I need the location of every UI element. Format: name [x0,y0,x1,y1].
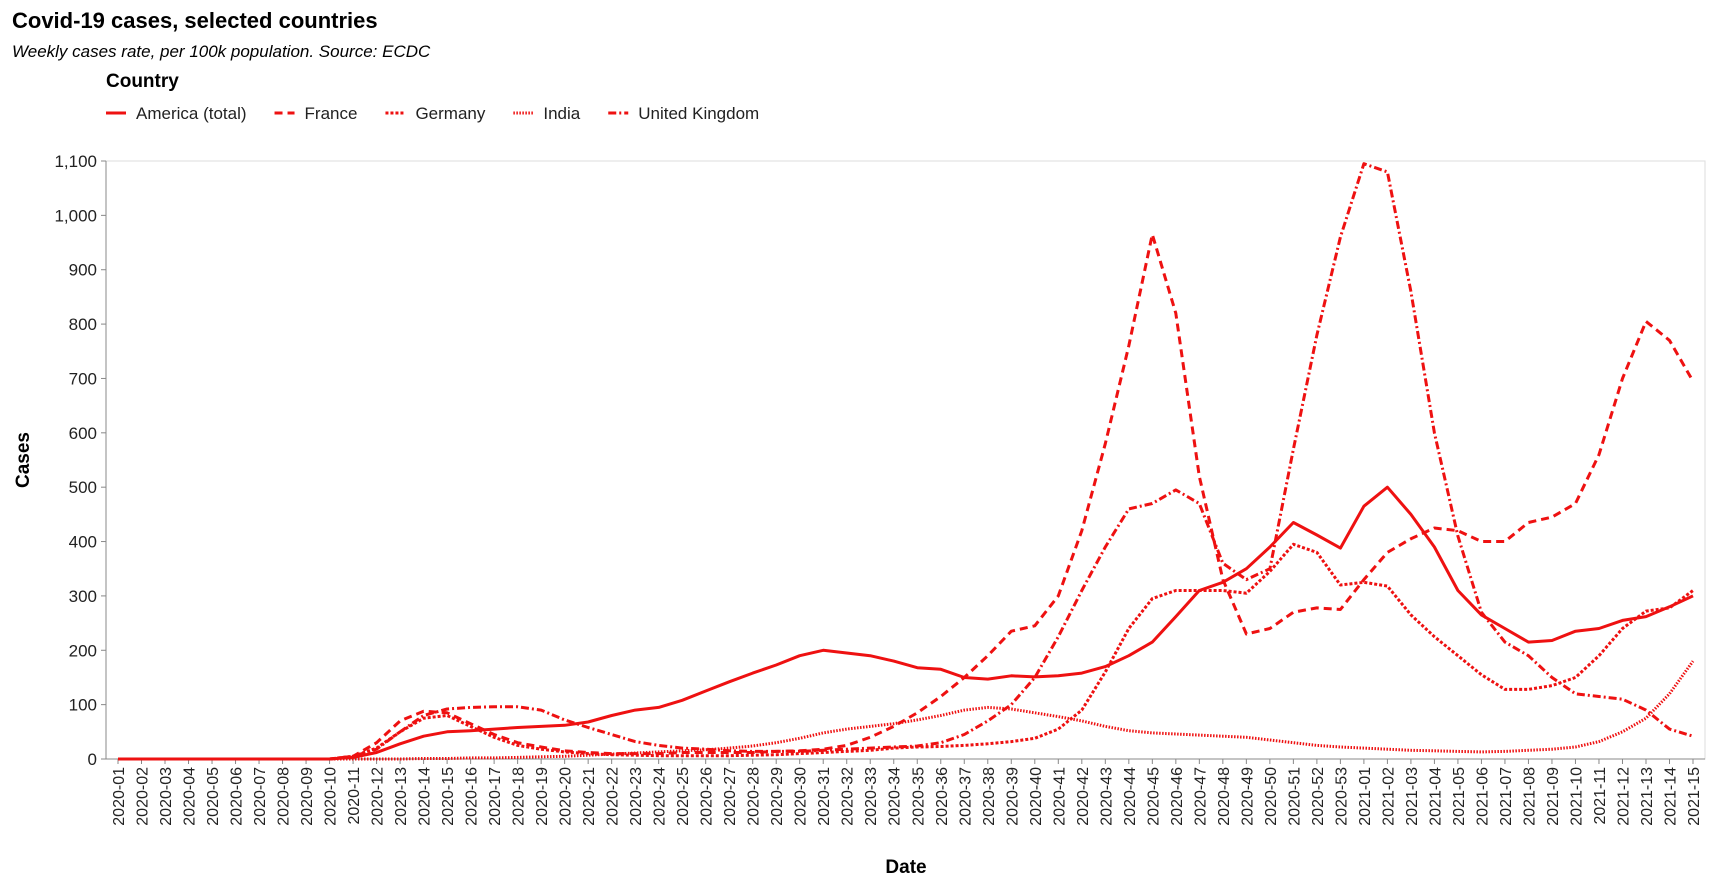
y-tick-label: 300 [69,587,97,606]
x-tick-label: 2020-04 [182,767,199,826]
series-line [118,232,1695,761]
x-tick-label: 2020-32 [840,767,857,826]
y-tick-label: 100 [69,696,97,715]
x-tick-label: 2020-13 [393,767,410,826]
series-line [118,162,1694,761]
x-tick-label: 2020-15 [440,767,457,826]
legend-label: America (total) [136,104,247,123]
x-tick-label: 2020-29 [769,767,786,826]
x-tick-label: 2021-02 [1380,767,1397,826]
legend-label: Germany [415,104,485,123]
x-tick-label: 2021-09 [1545,767,1562,826]
x-tick-label: 2021-04 [1427,767,1444,826]
x-tick-label: 2020-34 [887,767,904,826]
x-axis-title: Date [885,857,926,878]
x-tick-label: 2021-01 [1357,767,1374,826]
x-tick-label: 2020-35 [910,767,927,826]
x-tick-label: 2021-08 [1521,767,1538,826]
x-tick-label: 2020-14 [417,767,434,826]
legend-label: France [305,104,358,123]
x-tick-label: 2020-46 [1169,767,1186,826]
x-tick-label: 2020-37 [957,767,974,826]
x-tick-label: 2021-14 [1662,767,1679,826]
y-tick-label: 0 [88,750,97,769]
y-tick-label: 700 [69,369,97,388]
x-tick-label: 2021-10 [1568,767,1585,826]
x-tick-label: 2020-30 [793,767,810,826]
x-tick-label: 2020-39 [1004,767,1021,826]
y-tick-label: 800 [69,315,97,334]
y-tick-label: 500 [69,478,97,497]
x-tick-label: 2020-45 [1145,767,1162,826]
y-tick-label: 900 [69,261,97,280]
x-tick-label: 2020-20 [558,767,575,826]
x-tick-label: 2020-06 [229,767,246,826]
y-tick-label: 600 [69,424,97,443]
x-tick-label: 2020-49 [1239,767,1256,826]
x-tick-label: 2020-33 [863,767,880,826]
y-tick-label: 400 [69,533,97,552]
y-axis-title: Cases [13,432,34,488]
x-tick-label: 2020-16 [464,767,481,826]
chart-title: Covid-19 cases, selected countries [12,8,378,33]
x-tick-label: 2020-11 [346,767,363,825]
x-tick-label: 2021-13 [1639,767,1656,826]
legend-label: India [543,104,580,123]
x-tick-label: 2020-07 [252,767,269,826]
series-line [118,485,1694,761]
x-tick-label: 2020-17 [487,767,504,826]
x-tick-label: 2020-48 [1216,767,1233,826]
x-tick-label: 2020-44 [1122,767,1139,826]
x-tick-label: 2021-03 [1404,767,1421,826]
x-tick-label: 2020-18 [511,767,528,826]
x-tick-label: 2020-24 [652,767,669,826]
y-tick-label: 1,000 [54,206,97,225]
x-tick-label: 2021-15 [1686,767,1703,826]
x-tick-label: 2021-11 [1592,767,1609,825]
x-tick-label: 2020-52 [1310,767,1327,826]
x-tick-label: 2020-01 [111,767,128,826]
x-tick-label: 2020-23 [628,767,645,826]
x-tick-label: 2020-47 [1192,767,1209,826]
x-tick-label: 2020-43 [1098,767,1115,826]
x-tick-label: 2020-28 [746,767,763,826]
x-tick-label: 2020-08 [276,767,293,826]
y-tick-label: 200 [69,641,97,660]
x-tick-label: 2020-40 [1028,767,1045,826]
x-tick-label: 2020-38 [981,767,998,826]
x-tick-label: 2020-51 [1286,767,1303,826]
x-tick-label: 2020-26 [699,767,716,826]
series-line [118,660,1695,761]
x-tick-label: 2020-27 [722,767,739,826]
x-tick-label: 2020-31 [816,767,833,826]
x-tick-label: 2020-50 [1263,767,1280,826]
x-tick-label: 2020-21 [581,767,598,826]
x-tick-label: 2020-10 [323,767,340,826]
plot-frame [105,160,1706,760]
x-tick-label: 2021-12 [1615,767,1632,826]
x-tick-label: 2020-03 [158,767,175,826]
chart-subtitle: Weekly cases rate, per 100k population. … [12,42,431,61]
x-tick-label: 2021-06 [1474,767,1491,826]
x-tick-label: 2020-02 [135,767,152,826]
x-tick-label: 2020-41 [1051,767,1068,826]
y-tick-label: 1,100 [54,152,97,171]
x-tick-label: 2020-53 [1333,767,1350,826]
legend-title: Country [106,71,179,92]
x-tick-label: 2020-36 [934,767,951,826]
x-tick-label: 2020-09 [299,767,316,826]
legend-label: United Kingdom [638,104,759,123]
x-tick-label: 2020-19 [534,767,551,826]
x-tick-label: 2020-42 [1075,767,1092,826]
x-tick-label: 2020-22 [605,767,622,826]
x-tick-label: 2020-12 [370,767,387,826]
series-line [118,542,1694,761]
x-tick-label: 2021-05 [1451,767,1468,826]
x-tick-label: 2020-05 [205,767,222,826]
x-tick-label: 2021-07 [1498,767,1515,826]
x-tick-label: 2020-25 [675,767,692,826]
